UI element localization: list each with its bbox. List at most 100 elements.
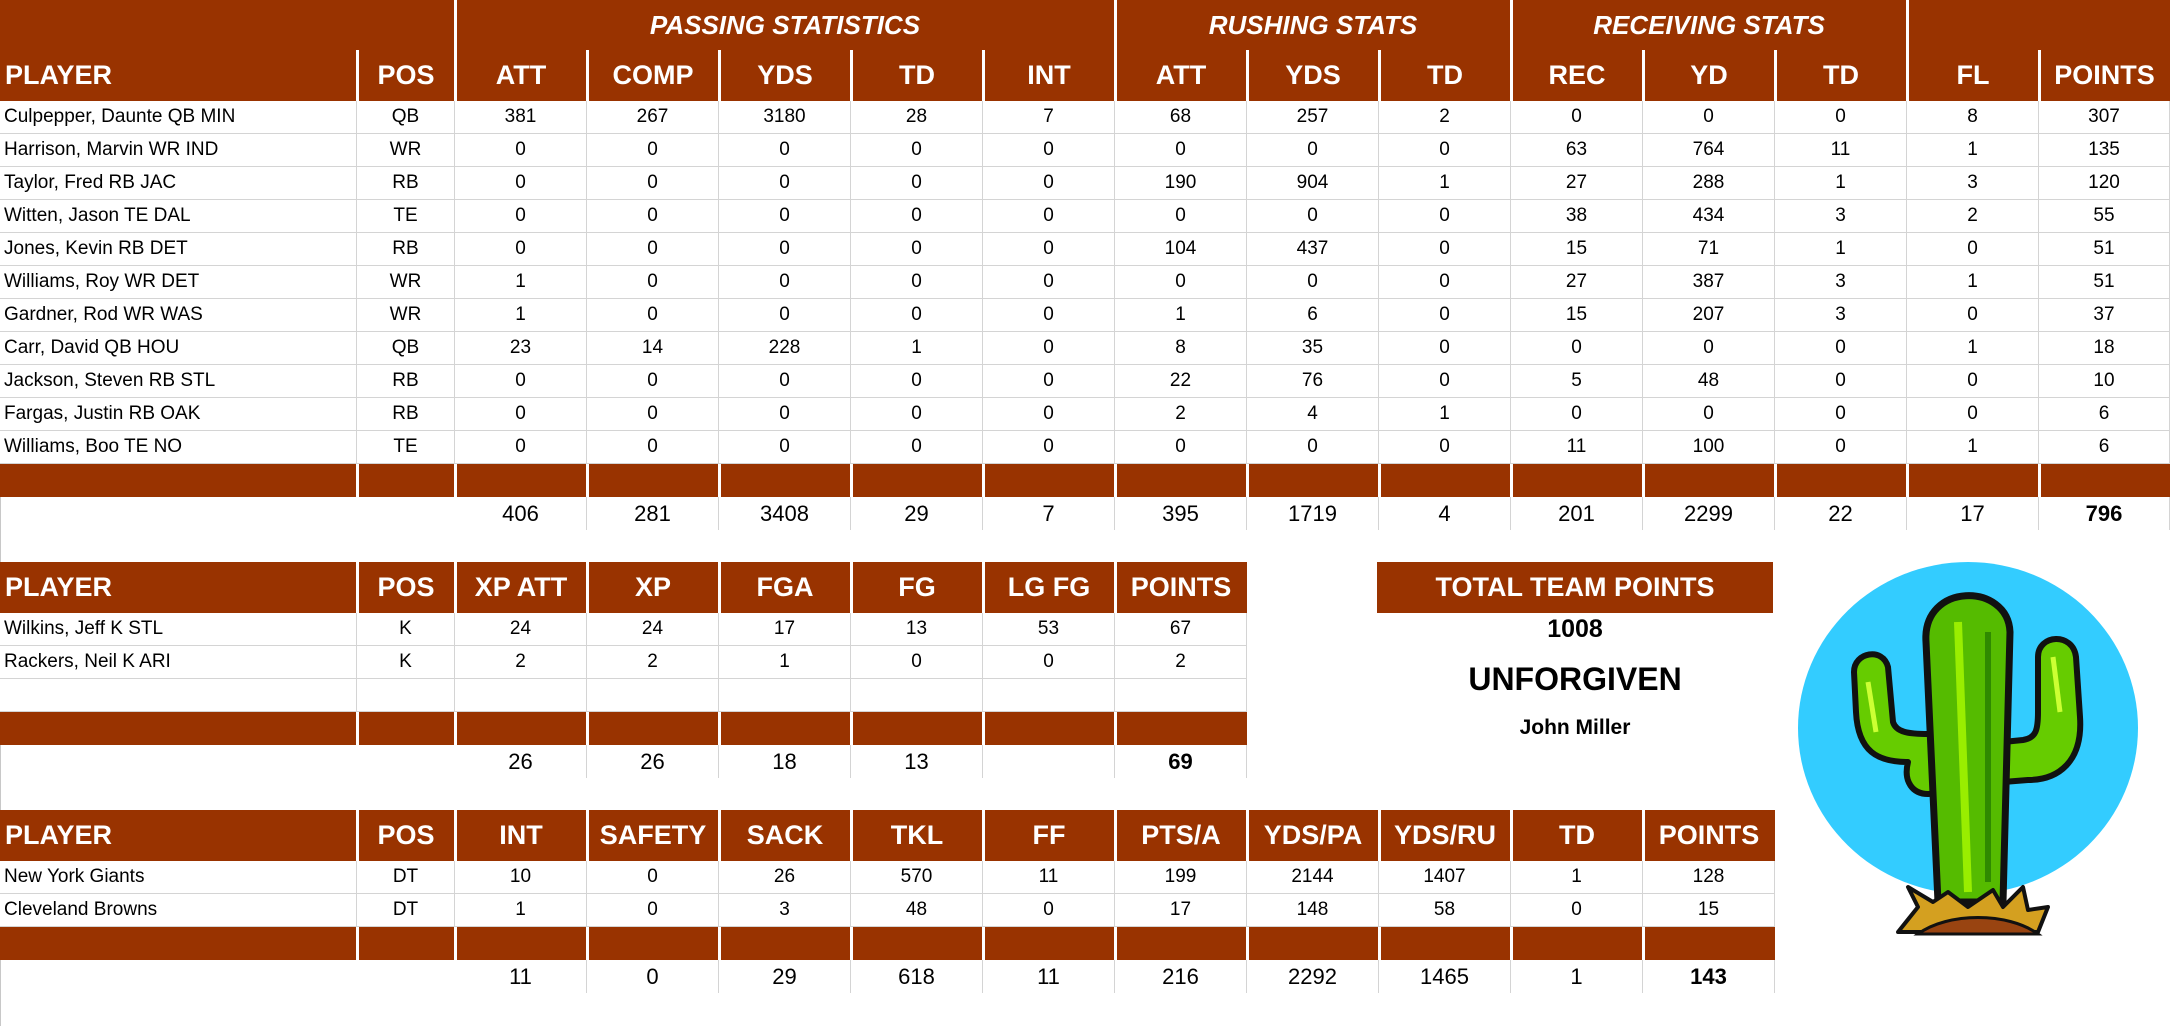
column-divider [1114,810,1117,861]
stat-cell: 6 [2039,431,2170,464]
column-header-yds-pa[interactable]: YDS/PA [1247,810,1379,861]
total-cell: 11 [983,960,1115,993]
stat-cell: RB [357,167,455,200]
column-header-points[interactable]: POINTS [1643,810,1775,861]
column-header-pts-a[interactable]: PTS/A [1115,810,1247,861]
stat-cell: 51 [2039,233,2170,266]
stat-cell: 0 [719,431,851,464]
stat-cell: 0 [851,167,983,200]
column-header-fg[interactable]: FG [851,562,983,613]
stat-cell: 0 [455,365,587,398]
stat-cell: 0 [983,167,1115,200]
stat-cell: 135 [2039,134,2170,167]
stat-cell: 17 [719,613,851,646]
stat-cell: 0 [851,646,983,679]
column-header-fga[interactable]: FGA [719,562,851,613]
column-header-rec[interactable]: REC [1511,50,1643,101]
stat-cell: RB [357,233,455,266]
column-header-player[interactable]: PLAYER [0,50,357,101]
player-name-cell: Wilkins, Jeff K STL [0,613,357,646]
column-divider [1510,810,1513,861]
stat-cell: 0 [455,200,587,233]
section-divider-bar [1247,927,1379,960]
column-header-pos[interactable]: POS [357,810,455,861]
column-header-ff[interactable]: FF [983,810,1115,861]
section-divider-bar [851,712,983,745]
team-name: UNFORGIVEN [1468,660,1682,697]
section-divider-bar [1115,712,1247,745]
column-header-pos[interactable]: POS [357,50,455,101]
column-header-int[interactable]: INT [455,810,587,861]
column-header-player[interactable]: PLAYER [0,810,357,861]
column-divider [586,810,589,861]
stat-cell: 0 [851,233,983,266]
stat-cell: 1 [1379,167,1511,200]
stat-cell: 904 [1247,167,1379,200]
column-header-sack[interactable]: SACK [719,810,851,861]
section-divider-bar [455,464,587,497]
total-cell: 406 [455,497,587,530]
column-header-pos[interactable]: POS [357,562,455,613]
stat-cell: 51 [2039,266,2170,299]
column-header-att[interactable]: ATT [455,50,587,101]
total-cell: 4 [1379,497,1511,530]
column-header-yd[interactable]: YD [1643,50,1775,101]
stat-cell: 18 [2039,332,2170,365]
stat-cell: 0 [983,894,1115,927]
stat-cell [851,679,983,712]
stat-cell: 0 [455,398,587,431]
stat-cell: 5 [1511,365,1643,398]
column-header-yds[interactable]: YDS [1247,50,1379,101]
stat-cell: 0 [851,134,983,167]
column-header-td[interactable]: TD [851,50,983,101]
total-cell: 29 [851,497,983,530]
column-header-fl[interactable]: FL [1907,50,2039,101]
stat-cell: 13 [851,613,983,646]
stat-cell: DT [357,894,455,927]
column-header-tkl[interactable]: TKL [851,810,983,861]
section-divider-bar [587,464,719,497]
player-name-cell: New York Giants [0,861,357,894]
column-header-yds-ru[interactable]: YDS/RU [1379,810,1511,861]
column-divider [982,810,985,861]
stat-cell: 2 [1115,398,1247,431]
group-header-receiving-stats: RECEIVING STATS [1511,0,1907,50]
stat-cell: 0 [1511,332,1643,365]
column-header-xp[interactable]: XP [587,562,719,613]
column-divider [1114,927,1117,960]
column-divider [850,464,853,497]
column-header-td[interactable]: TD [1511,810,1643,861]
column-header-points[interactable]: POINTS [1115,562,1247,613]
total-cell: 1 [1511,960,1643,993]
stat-cell: 2 [1379,101,1511,134]
stat-cell: 0 [983,332,1115,365]
column-header-points[interactable]: POINTS [2039,50,2170,101]
page-border-left [0,0,1,1026]
column-header-comp[interactable]: COMP [587,50,719,101]
stat-cell: 257 [1247,101,1379,134]
column-divider [586,927,589,960]
column-header-td[interactable]: TD [1379,50,1511,101]
column-header-player[interactable]: PLAYER [0,562,357,613]
column-header-xp-att[interactable]: XP ATT [455,562,587,613]
column-header-att[interactable]: ATT [1115,50,1247,101]
column-divider [1774,50,1777,101]
stat-cell: 68 [1115,101,1247,134]
player-name-cell: Gardner, Rod WR WAS [0,299,357,332]
column-header-lg-fg[interactable]: LG FG [983,562,1115,613]
stat-cell: 71 [1643,233,1775,266]
column-divider [718,50,721,101]
total-cell: 395 [1115,497,1247,530]
column-header-safety[interactable]: SAFETY [587,810,719,861]
column-header-yds[interactable]: YDS [719,50,851,101]
column-divider [1246,50,1249,101]
stat-cell [357,679,455,712]
stat-cell: 0 [1907,299,2039,332]
column-header-td[interactable]: TD [1775,50,1907,101]
column-header-int[interactable]: INT [983,50,1115,101]
section-divider-bar [357,464,455,497]
stat-cell: K [357,646,455,679]
stat-cell: 0 [587,861,719,894]
player-name-cell: Witten, Jason TE DAL [0,200,357,233]
stat-cell: 0 [983,398,1115,431]
